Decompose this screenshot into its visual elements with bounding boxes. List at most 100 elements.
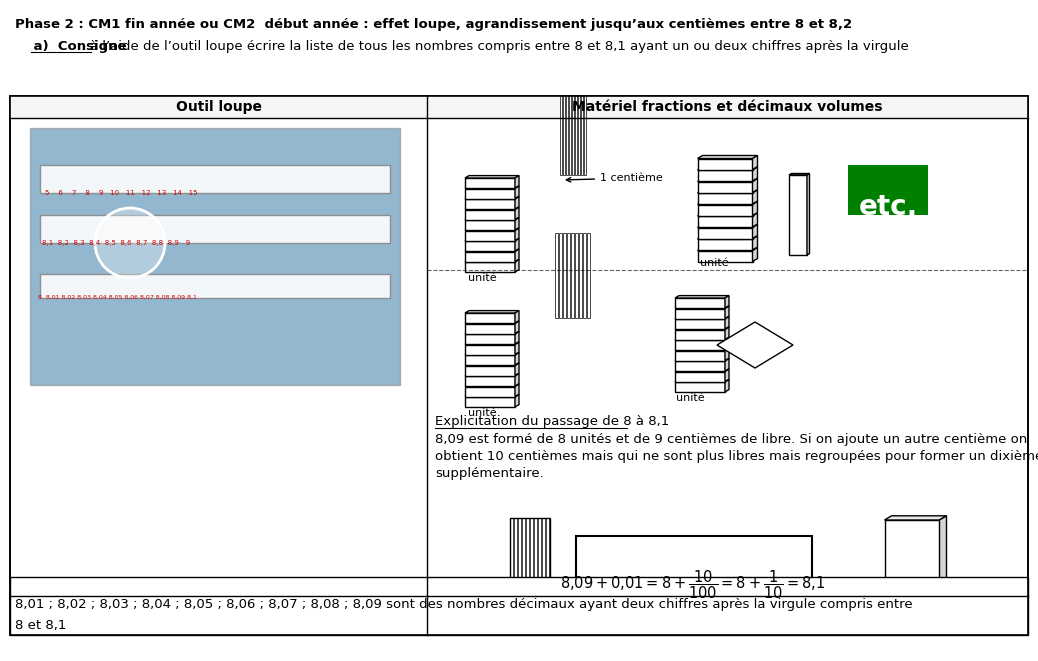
Bar — [542, 518, 545, 604]
Bar — [510, 518, 550, 604]
FancyBboxPatch shape — [576, 536, 812, 592]
Polygon shape — [675, 317, 729, 319]
Bar — [572, 95, 574, 175]
Polygon shape — [725, 327, 729, 340]
Bar — [563, 233, 566, 318]
Bar — [10, 577, 1028, 635]
Polygon shape — [789, 175, 807, 255]
Polygon shape — [465, 387, 515, 397]
Text: unité: unité — [468, 273, 496, 283]
Polygon shape — [465, 249, 519, 251]
Polygon shape — [465, 207, 519, 210]
Polygon shape — [465, 239, 519, 241]
Polygon shape — [698, 178, 758, 182]
Polygon shape — [465, 260, 519, 262]
Polygon shape — [515, 363, 519, 375]
Text: Outil loupe: Outil loupe — [175, 100, 262, 114]
Polygon shape — [515, 352, 519, 365]
Bar — [559, 95, 562, 175]
Polygon shape — [465, 363, 519, 366]
Polygon shape — [465, 334, 515, 344]
Polygon shape — [698, 239, 753, 250]
Bar — [584, 95, 586, 175]
Polygon shape — [675, 327, 729, 329]
Text: unité: unité — [700, 258, 729, 268]
Polygon shape — [675, 382, 725, 392]
Polygon shape — [515, 207, 519, 219]
Polygon shape — [753, 202, 758, 215]
Polygon shape — [725, 306, 729, 319]
Polygon shape — [725, 369, 729, 381]
Polygon shape — [465, 178, 515, 188]
Text: Matériel fractions et décimaux volumes: Matériel fractions et décimaux volumes — [572, 100, 883, 114]
Polygon shape — [725, 338, 729, 350]
Polygon shape — [465, 384, 519, 387]
Bar — [566, 95, 568, 175]
Polygon shape — [675, 298, 725, 308]
Text: Phase 2 : CM1 fin année ou CM2  début année : effet loupe, agrandissement jusqu’: Phase 2 : CM1 fin année ou CM2 début ann… — [15, 18, 852, 31]
Polygon shape — [675, 361, 725, 371]
Bar — [583, 233, 586, 318]
Polygon shape — [465, 321, 519, 323]
Polygon shape — [698, 213, 758, 216]
Bar — [848, 165, 928, 215]
Polygon shape — [698, 204, 753, 215]
Polygon shape — [515, 249, 519, 262]
Polygon shape — [515, 384, 519, 397]
Polygon shape — [698, 247, 758, 251]
Polygon shape — [698, 251, 753, 262]
Polygon shape — [675, 309, 725, 319]
Bar — [555, 233, 558, 318]
Text: 8,01 ; 8,02 ; 8,03 ; 8,04 ; 8,05 ; 8,06 ; 8,07 ; 8,08 ; 8,09 sont des nombres dé: 8,01 ; 8,02 ; 8,03 ; 8,04 ; 8,05 ; 8,06 … — [15, 598, 912, 632]
Polygon shape — [675, 340, 725, 350]
Polygon shape — [753, 247, 758, 262]
Bar — [579, 233, 582, 318]
Polygon shape — [465, 217, 519, 220]
Polygon shape — [698, 170, 753, 181]
Polygon shape — [515, 342, 519, 354]
Bar — [581, 95, 583, 175]
Polygon shape — [753, 236, 758, 250]
Polygon shape — [725, 317, 729, 329]
Bar — [567, 233, 570, 318]
Polygon shape — [884, 520, 939, 600]
Polygon shape — [465, 311, 519, 313]
Bar — [534, 518, 537, 604]
Polygon shape — [515, 260, 519, 272]
Bar — [10, 96, 428, 118]
Text: unité: unité — [676, 393, 705, 403]
Polygon shape — [725, 348, 729, 360]
Polygon shape — [515, 186, 519, 198]
Polygon shape — [675, 369, 729, 371]
Polygon shape — [939, 516, 947, 600]
Bar — [538, 518, 541, 604]
Polygon shape — [675, 295, 729, 298]
Polygon shape — [725, 359, 729, 371]
Text: 5    6    7    8    9   10   11   12   13   14   15: 5 6 7 8 9 10 11 12 13 14 15 — [45, 190, 197, 196]
Polygon shape — [515, 217, 519, 230]
Polygon shape — [465, 332, 519, 334]
Polygon shape — [465, 355, 515, 365]
Polygon shape — [515, 239, 519, 251]
Polygon shape — [753, 225, 758, 239]
Polygon shape — [698, 225, 758, 227]
Polygon shape — [753, 178, 758, 192]
Polygon shape — [465, 241, 515, 251]
Polygon shape — [675, 379, 729, 382]
Polygon shape — [675, 319, 725, 329]
Polygon shape — [698, 202, 758, 204]
Text: $8{,}09 + 0{,}01 = 8 + \dfrac{10}{100} = 8 + \dfrac{1}{10} = 8{,}1$: $8{,}09 + 0{,}01 = 8 + \dfrac{10}{100} =… — [561, 568, 825, 601]
Text: 8,09 est formé de 8 unités et de 9 centièmes de libre. Si on ajoute un autre cen: 8,09 est formé de 8 unités et de 9 centi… — [435, 433, 1028, 446]
Polygon shape — [698, 182, 753, 192]
Polygon shape — [465, 196, 519, 199]
Text: 8,1  8,2  8,3  8,4  8,5  8,6  8,7  8,8  8,9   9: 8,1 8,2 8,3 8,4 8,5 8,6 8,7 8,8 8,9 9 — [42, 240, 190, 246]
Polygon shape — [675, 329, 725, 340]
Polygon shape — [753, 167, 758, 181]
Text: supplémentaire.: supplémentaire. — [435, 467, 544, 480]
Polygon shape — [789, 173, 810, 175]
Polygon shape — [465, 199, 515, 209]
Polygon shape — [515, 311, 519, 323]
Bar — [518, 518, 521, 604]
Polygon shape — [465, 323, 515, 334]
Polygon shape — [465, 344, 515, 354]
